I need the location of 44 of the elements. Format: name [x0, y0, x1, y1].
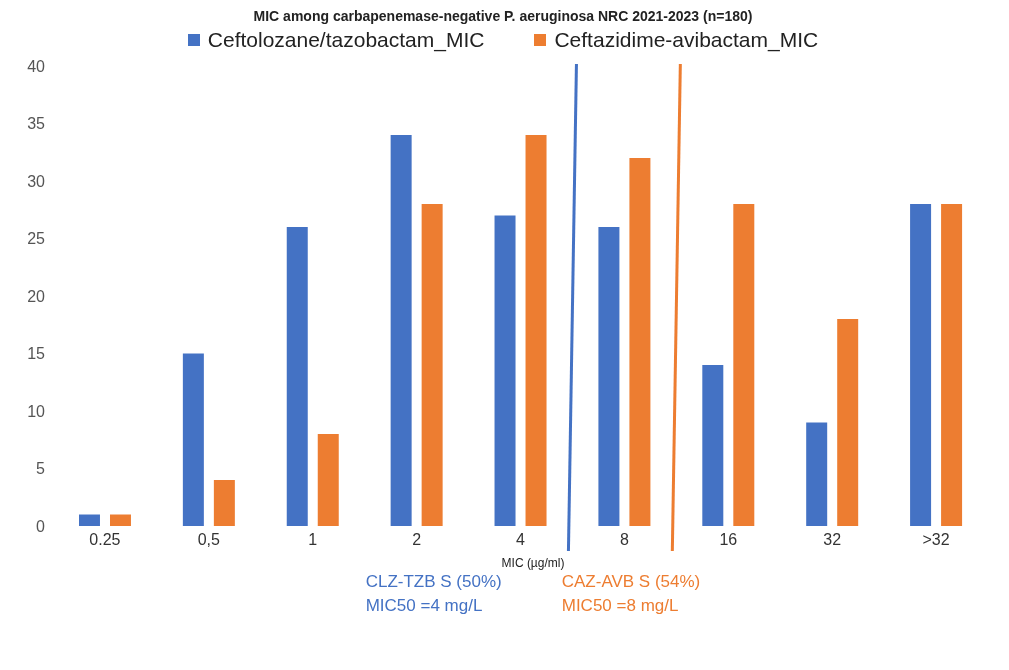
bar: [806, 422, 828, 526]
legend-label: Ceftolozane/tazobactam_MIC: [207, 28, 485, 52]
x-tick-label: 4: [516, 531, 526, 549]
bar: [390, 135, 412, 526]
bar: [182, 353, 204, 526]
bar: [78, 514, 100, 526]
x-tick-label: 32: [823, 531, 842, 549]
text: CLZ-TZB S (50%): [365, 571, 502, 593]
y-tick-label: 35: [27, 115, 46, 133]
x-tick-label: 0.25: [89, 531, 121, 549]
bar: [317, 434, 339, 526]
y-tick-label: 5: [36, 460, 46, 478]
y-tick-label: 10: [27, 402, 46, 420]
legend-label: Ceftazidime-avibactam_MIC: [554, 28, 819, 52]
x-tick-label: >32: [922, 531, 950, 549]
bar: [213, 480, 235, 526]
bar: [910, 204, 932, 526]
y-tick-label: 20: [27, 287, 46, 305]
x-tick-label: 2: [412, 531, 422, 549]
bar: [421, 204, 443, 526]
x-tick-label: 1: [308, 531, 318, 549]
y-tick-label: 30: [27, 172, 46, 190]
x-axis-title: MIC (µg/ml): [500, 556, 566, 570]
text: MIC50 =8 mg/L: [561, 595, 680, 617]
bar: [286, 227, 308, 526]
bar: [494, 215, 516, 526]
bar: [109, 514, 131, 526]
text: MIC50 =4 mg/L: [365, 595, 484, 617]
bar: [837, 319, 859, 526]
bar: [702, 365, 724, 526]
y-tick-label: 15: [27, 345, 46, 363]
x-tick-label: 0,5: [197, 531, 221, 549]
x-tick-label: 8: [619, 531, 629, 549]
y-tick-label: 0: [36, 517, 46, 535]
bar: [733, 204, 755, 526]
y-tick-label: 25: [27, 230, 46, 248]
chart-title: MIC among carbapenemase-negative P. aeruginosa NRC 2021-2023 (n=180): [252, 8, 754, 24]
bar: [598, 227, 620, 526]
bar: [941, 204, 963, 526]
bar: [525, 135, 547, 526]
bar: [629, 158, 651, 526]
x-tick-label: 16: [719, 531, 738, 549]
y-tick-label: 40: [27, 57, 46, 75]
text: CAZ-AVB S (54%): [561, 571, 701, 593]
